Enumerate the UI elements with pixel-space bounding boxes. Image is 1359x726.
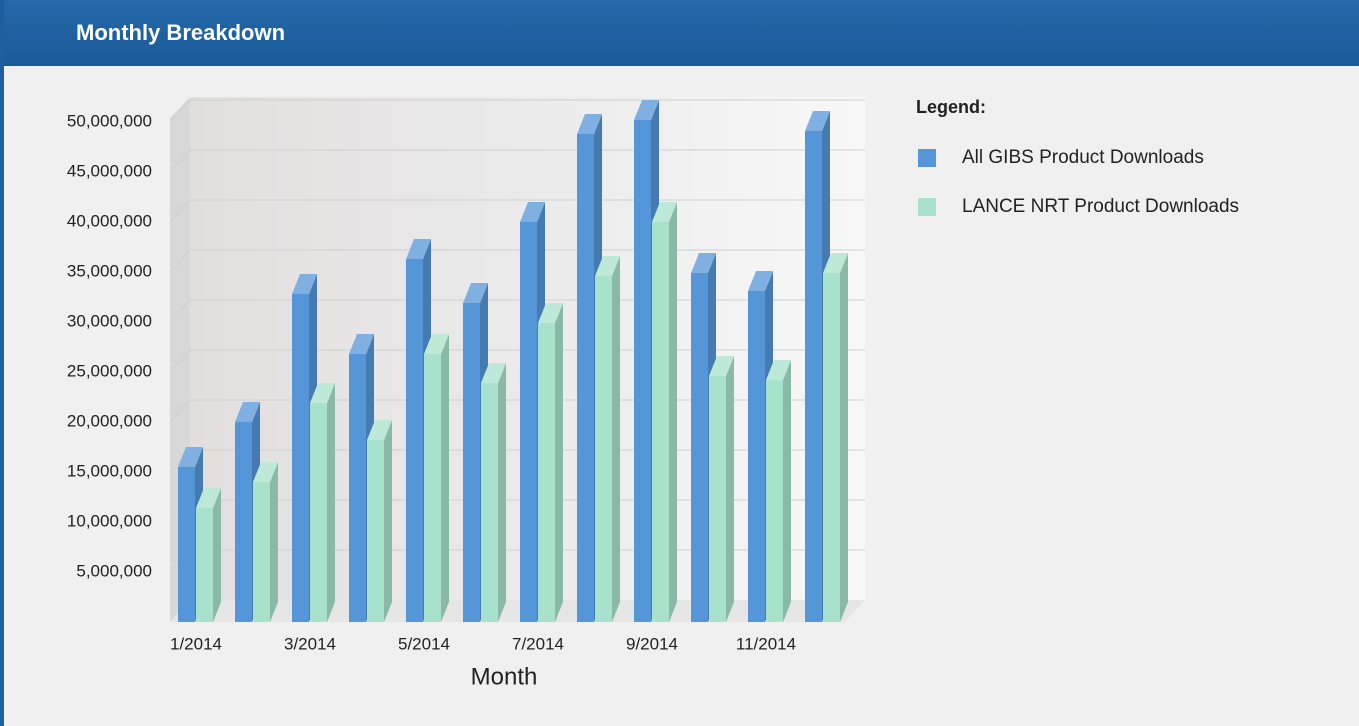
bar-side [213, 488, 221, 622]
bar-top [538, 303, 563, 323]
bar [367, 420, 392, 622]
bar-top [577, 114, 602, 134]
bar-side [783, 360, 791, 622]
y-tick-label: 50,000,000 [67, 111, 152, 130]
bar-side [726, 356, 734, 622]
bar [253, 462, 278, 622]
bar-front [463, 303, 480, 622]
y-tick-label: 40,000,000 [67, 211, 152, 230]
y-tick-label: 15,000,000 [67, 461, 152, 480]
bar-top [748, 271, 773, 291]
bar-top [805, 111, 830, 131]
x-tick-label: 9/2014 [626, 634, 678, 653]
bar-top [349, 334, 374, 354]
legend-swatch [918, 198, 936, 216]
bar-top [235, 402, 260, 422]
bar-side [384, 420, 392, 622]
bar [823, 253, 848, 622]
bar-side [270, 462, 278, 622]
bar-top [652, 202, 677, 222]
bar-top [823, 253, 848, 273]
bar-side [441, 334, 449, 622]
bar-front [235, 422, 252, 622]
bar [595, 256, 620, 622]
x-axis-title: Month [471, 663, 538, 690]
bar-front [178, 467, 195, 622]
x-tick-label: 3/2014 [284, 634, 336, 653]
bar-front [748, 291, 765, 622]
bar-top [424, 334, 449, 354]
bar-top [691, 253, 716, 273]
bar-side [498, 363, 506, 622]
legend-title: Legend: [916, 97, 986, 117]
y-tick-label: 45,000,000 [67, 161, 152, 180]
x-tick-label: 7/2014 [512, 634, 564, 653]
bar-front [766, 380, 783, 622]
legend-label: LANCE NRT Product Downloads [962, 196, 1239, 217]
x-tick-label: 11/2014 [736, 634, 796, 653]
y-tick-label: 30,000,000 [67, 311, 152, 330]
bar-front [292, 294, 309, 622]
bar-front [520, 222, 537, 622]
bar-front [595, 276, 612, 622]
x-tick-label: 1/2014 [170, 634, 222, 653]
y-tick-label: 5,000,000 [76, 561, 152, 580]
bar-front [253, 482, 270, 622]
bar-top [520, 202, 545, 222]
bar-front [577, 134, 594, 622]
grid-line [169, 99, 865, 123]
bar-top [310, 383, 335, 403]
bar-top [178, 447, 203, 467]
bar-front [805, 131, 822, 622]
bar [766, 360, 791, 622]
y-tick-label: 25,000,000 [67, 361, 152, 380]
y-tick-label: 20,000,000 [67, 411, 152, 430]
bar-top [292, 274, 317, 294]
bar [709, 356, 734, 622]
bar-front [310, 403, 327, 622]
bar [424, 334, 449, 622]
bar-front [823, 273, 840, 622]
legend-swatch [918, 149, 936, 167]
bar-top [709, 356, 734, 376]
bar [538, 303, 563, 622]
legend-label: All GIBS Product Downloads [962, 147, 1204, 168]
bar-top [481, 363, 506, 383]
y-tick-label: 10,000,000 [67, 511, 152, 530]
panel-header: Monthly Breakdown [4, 0, 1359, 66]
bar-side [327, 383, 335, 622]
bar-front [367, 440, 384, 622]
bar-front [538, 323, 555, 622]
panel-title: Monthly Breakdown [76, 20, 286, 45]
bar-front [424, 354, 441, 622]
bar-side [840, 253, 848, 622]
x-tick-label: 5/2014 [398, 634, 450, 653]
bar-side [669, 202, 677, 622]
bar-top [766, 360, 791, 380]
bar-front [709, 376, 726, 622]
bar-front [196, 508, 213, 622]
bar-side [555, 303, 563, 622]
bar-front [634, 120, 651, 622]
bar [196, 488, 221, 622]
y-tick-label: 35,000,000 [67, 261, 152, 280]
bar-front [652, 222, 669, 622]
bar [481, 363, 506, 622]
bar-front [406, 259, 423, 622]
bar-top [253, 462, 278, 482]
bar-side [612, 256, 620, 622]
bar-front [481, 383, 498, 622]
bar-front [349, 354, 366, 622]
bar-top [595, 256, 620, 276]
bar-top [463, 283, 488, 303]
bar [652, 202, 677, 622]
bar-top [634, 100, 659, 120]
bar-front [691, 273, 708, 622]
bar [310, 383, 335, 622]
bar-top [367, 420, 392, 440]
bar-top [196, 488, 221, 508]
bar-top [406, 239, 431, 259]
